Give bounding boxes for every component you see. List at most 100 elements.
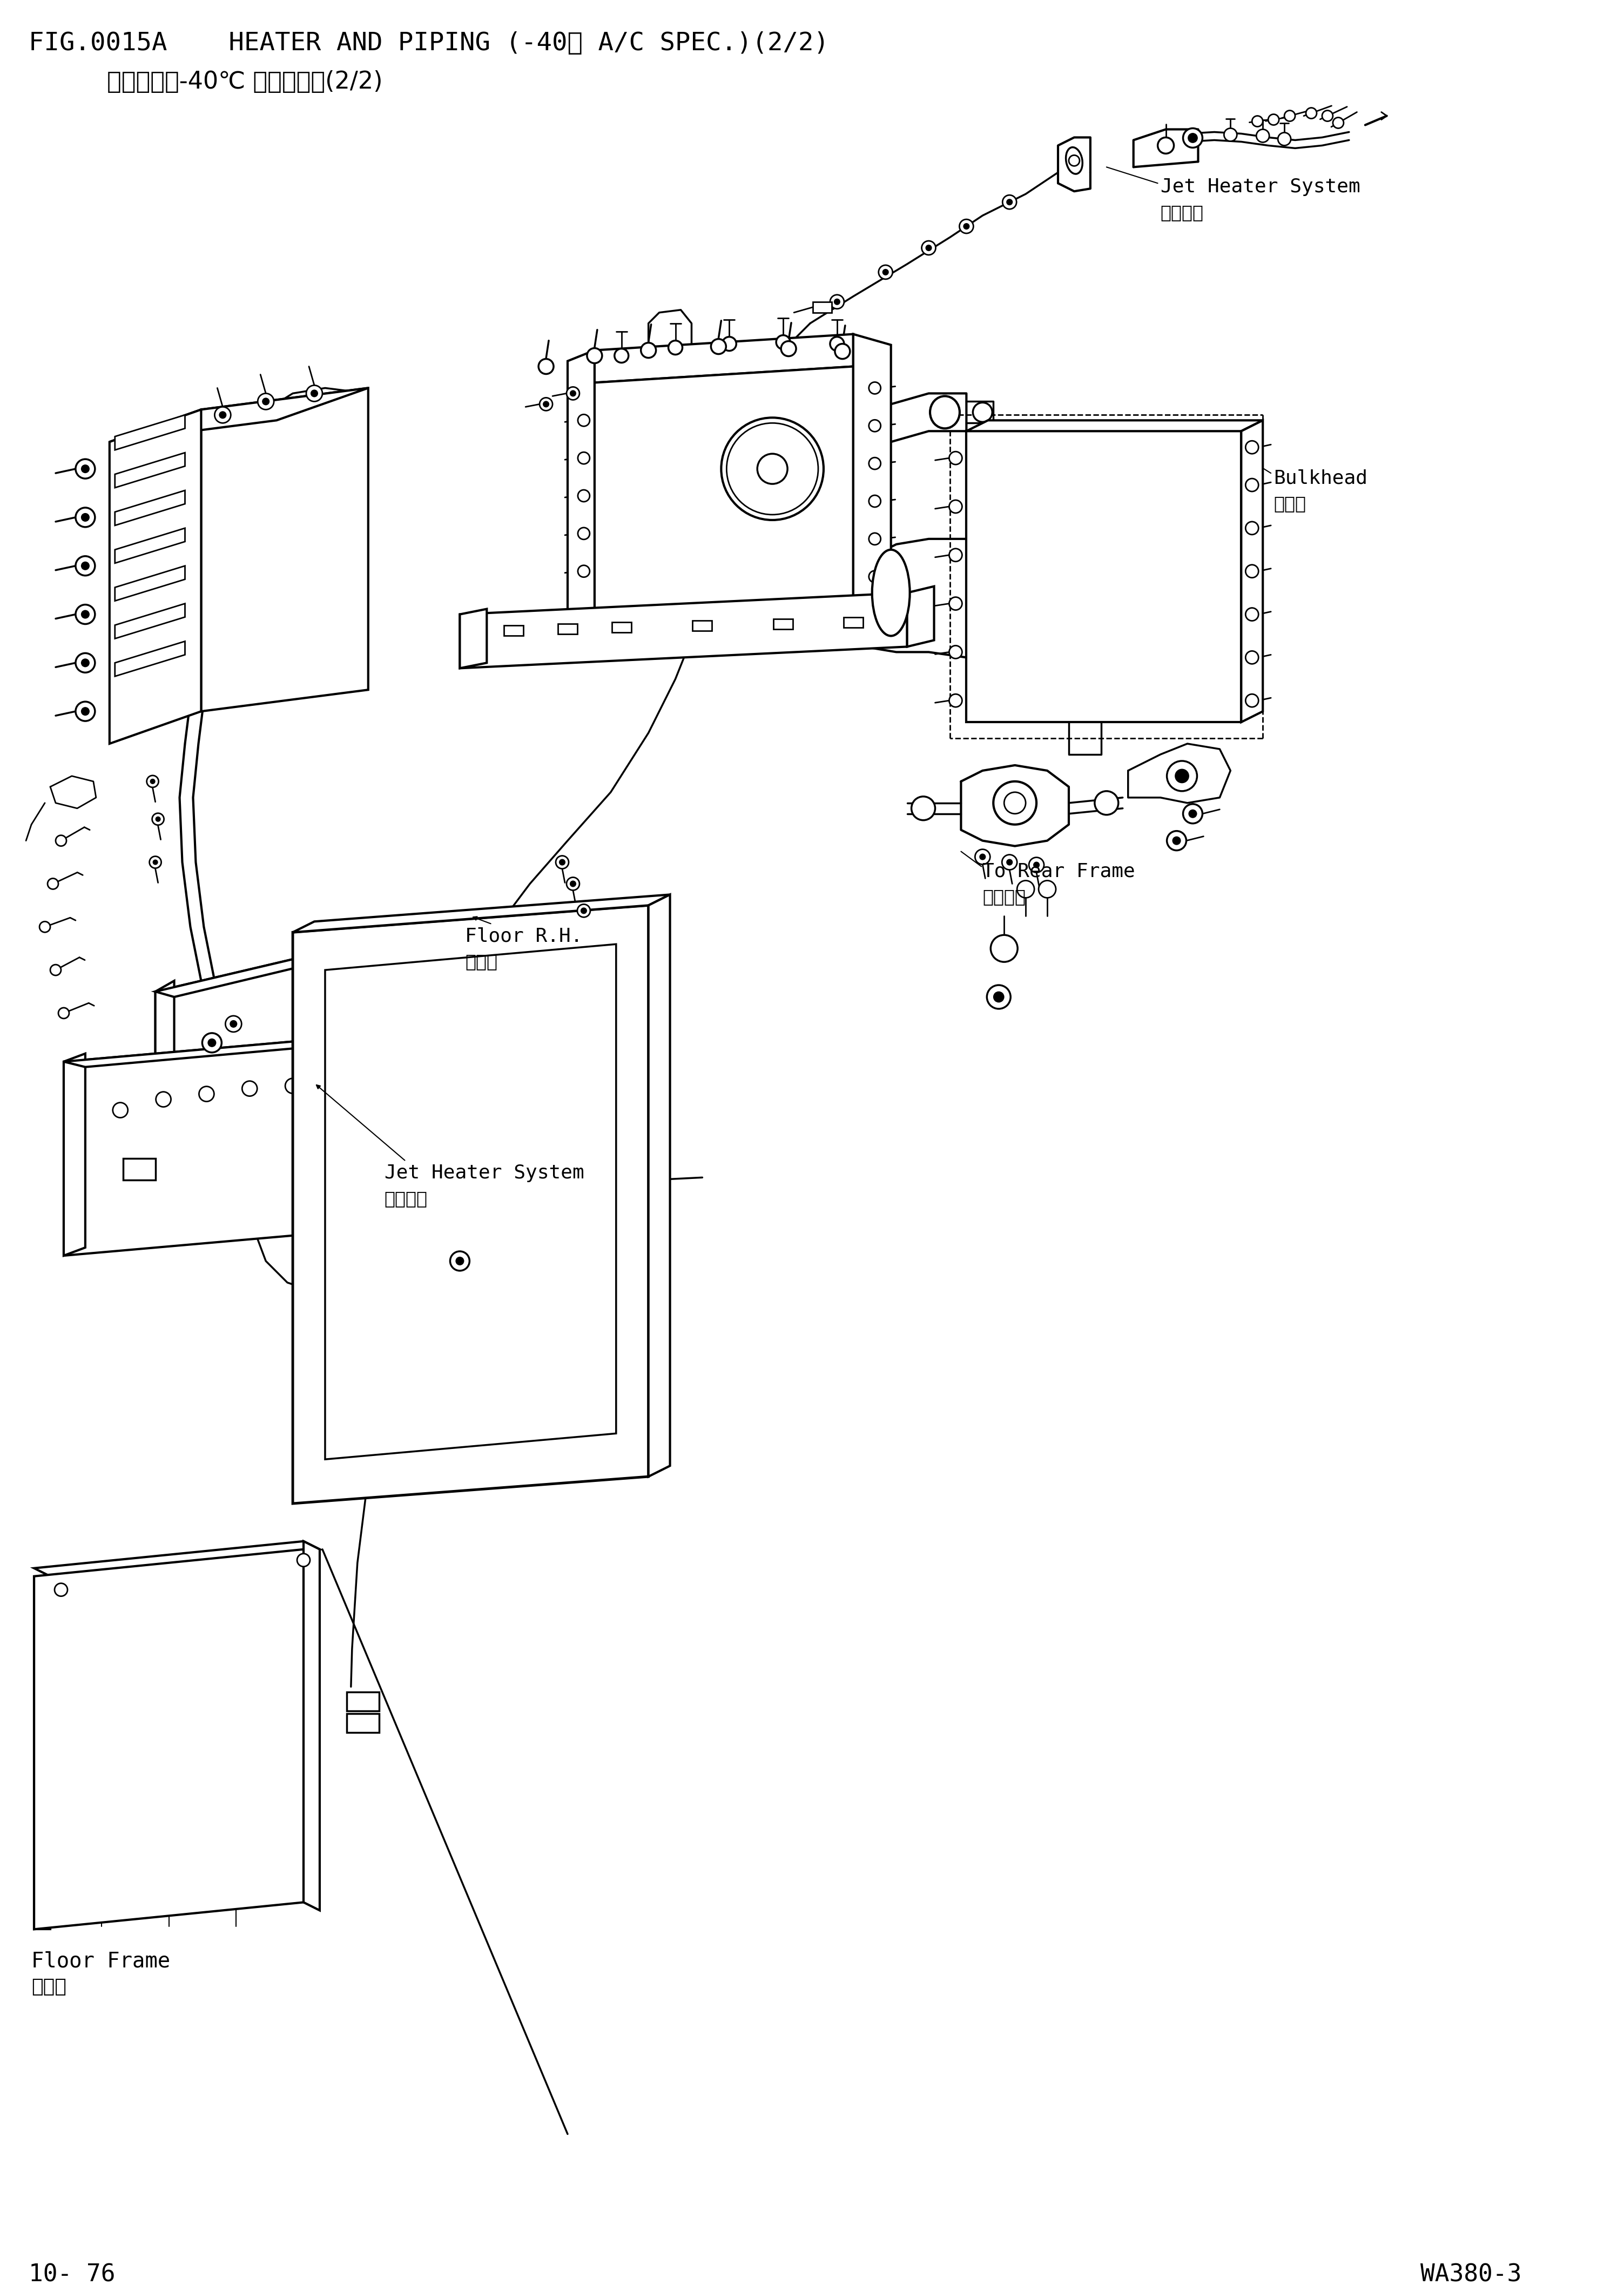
Circle shape [776,335,791,348]
Circle shape [456,1258,463,1265]
Polygon shape [594,367,853,619]
Circle shape [1182,128,1202,147]
Polygon shape [292,894,671,933]
Circle shape [1034,862,1039,869]
Circle shape [974,850,991,864]
Circle shape [226,1015,242,1031]
Circle shape [948,548,961,562]
Circle shape [203,1034,221,1052]
Polygon shape [63,1034,387,1068]
Circle shape [578,452,590,463]
Circle shape [869,495,880,507]
Circle shape [586,348,603,362]
Text: 地板架: 地板架 [31,1978,67,1996]
Circle shape [560,860,565,864]
Circle shape [948,646,961,658]
Polygon shape [156,960,309,997]
Circle shape [830,337,844,351]
Polygon shape [1241,419,1263,722]
Circle shape [781,342,796,355]
Circle shape [1095,791,1119,816]
Bar [559,623,577,635]
Ellipse shape [1065,147,1083,174]
Circle shape [1007,860,1012,864]
Text: WA380-3: WA380-3 [1421,2264,1522,2287]
Polygon shape [63,1054,86,1256]
Polygon shape [156,981,174,1100]
Circle shape [55,834,67,846]
Polygon shape [109,387,369,442]
Circle shape [76,701,94,722]
Circle shape [762,380,767,385]
Circle shape [450,1251,469,1270]
Circle shape [926,245,932,250]
Circle shape [911,798,935,821]
Circle shape [1007,199,1012,204]
Circle shape [47,878,58,889]
Circle shape [1176,770,1189,782]
Polygon shape [34,1540,320,1577]
Circle shape [948,452,961,465]
Bar [346,1691,378,1712]
Polygon shape [648,894,671,1476]
Polygon shape [115,415,185,449]
Polygon shape [156,960,292,1100]
Circle shape [723,337,736,351]
Circle shape [784,346,788,351]
Circle shape [669,342,682,355]
Polygon shape [594,335,853,383]
Circle shape [869,383,880,394]
Polygon shape [460,610,487,669]
Circle shape [994,782,1036,825]
Bar [812,303,831,312]
Circle shape [578,490,590,502]
Bar [123,1160,156,1180]
Circle shape [578,415,590,426]
Circle shape [307,385,323,401]
Text: Floor R.H.: Floor R.H. [464,926,583,944]
Circle shape [757,454,788,484]
Polygon shape [115,527,185,564]
Circle shape [1333,117,1343,128]
Circle shape [286,1077,300,1093]
Circle shape [869,571,880,582]
Circle shape [1224,128,1237,142]
Circle shape [1278,133,1291,144]
Circle shape [1246,479,1259,490]
Circle shape [570,880,575,887]
Bar [612,621,632,633]
Polygon shape [109,410,201,743]
Circle shape [1004,793,1026,814]
Circle shape [156,1091,171,1107]
Circle shape [869,534,880,545]
Circle shape [50,965,62,976]
Circle shape [1017,880,1034,898]
Circle shape [1285,110,1294,121]
Circle shape [922,241,935,254]
Polygon shape [304,1540,320,1912]
Circle shape [963,225,970,229]
Circle shape [1246,564,1259,578]
Circle shape [1306,108,1317,119]
Text: 右地板: 右地板 [464,953,497,970]
Circle shape [577,905,590,917]
Circle shape [960,220,973,234]
Bar [188,1061,219,1080]
Polygon shape [115,603,185,639]
Polygon shape [568,351,594,630]
Circle shape [263,399,270,406]
Circle shape [948,598,961,610]
Circle shape [987,986,1010,1008]
Circle shape [1039,880,1056,898]
Text: To Rear Frame: To Rear Frame [983,862,1135,880]
Polygon shape [201,387,369,711]
Circle shape [570,390,575,397]
Bar [188,1084,219,1102]
Circle shape [209,1114,224,1128]
Polygon shape [966,431,1241,722]
Circle shape [1002,855,1017,869]
Circle shape [1168,761,1197,791]
Polygon shape [908,587,934,646]
Circle shape [539,360,554,374]
Circle shape [869,419,880,431]
